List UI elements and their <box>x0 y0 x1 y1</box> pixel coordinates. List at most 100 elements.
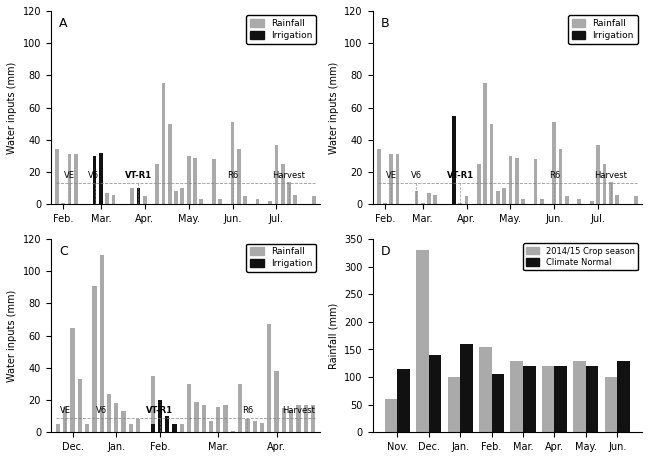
Bar <box>268 201 272 204</box>
Bar <box>78 379 82 432</box>
Bar <box>74 154 78 204</box>
Bar <box>55 150 59 204</box>
Bar <box>434 195 437 204</box>
Text: VE: VE <box>60 406 71 414</box>
Bar <box>552 122 556 204</box>
Bar <box>590 201 594 204</box>
Bar <box>282 408 286 432</box>
Bar <box>565 196 569 204</box>
Bar <box>93 156 97 204</box>
Bar <box>275 145 278 204</box>
Bar <box>573 360 586 432</box>
Bar <box>377 150 381 204</box>
Text: Harvest: Harvest <box>273 171 306 180</box>
Bar <box>260 423 264 432</box>
Bar <box>114 403 119 432</box>
Bar <box>143 196 147 204</box>
Bar <box>99 153 103 204</box>
Bar <box>243 196 247 204</box>
Bar <box>70 328 75 432</box>
Bar <box>602 164 606 204</box>
Bar <box>596 145 600 204</box>
Bar <box>267 325 271 432</box>
Bar <box>429 355 441 432</box>
Bar <box>452 116 456 204</box>
Text: R6: R6 <box>242 406 253 414</box>
Bar <box>93 191 97 204</box>
Bar <box>275 371 279 432</box>
Bar <box>605 377 617 432</box>
Bar <box>112 195 116 204</box>
Bar <box>168 123 172 204</box>
Y-axis label: Water inputs (mm): Water inputs (mm) <box>7 290 17 382</box>
Bar <box>385 399 397 432</box>
Text: VT-R1: VT-R1 <box>447 171 474 180</box>
Bar <box>105 193 109 204</box>
Bar <box>165 418 169 432</box>
Bar <box>173 424 177 432</box>
Bar <box>533 159 537 204</box>
Text: V6: V6 <box>411 171 422 180</box>
Bar <box>85 424 90 432</box>
Bar <box>212 159 215 204</box>
Bar <box>515 157 519 204</box>
Bar <box>180 188 184 204</box>
Bar <box>99 255 104 432</box>
Bar <box>540 199 544 204</box>
Bar <box>427 193 431 204</box>
Bar <box>155 164 159 204</box>
Text: Harvest: Harvest <box>282 406 315 414</box>
Bar <box>383 202 387 204</box>
Bar <box>509 156 512 204</box>
Bar <box>448 377 460 432</box>
Bar <box>63 407 67 432</box>
Legend: Rainfall, Irrigation: Rainfall, Irrigation <box>568 16 637 44</box>
Bar <box>416 250 429 432</box>
Bar <box>129 424 133 432</box>
Bar <box>67 154 71 204</box>
Bar <box>165 416 169 432</box>
Bar <box>634 196 638 204</box>
Text: V6|: V6| <box>88 171 102 180</box>
Bar <box>542 366 554 432</box>
Bar <box>311 405 315 432</box>
Legend: 2014/15 Crop season, Climate Normal: 2014/15 Crop season, Climate Normal <box>523 243 638 270</box>
Bar <box>465 196 469 204</box>
Bar <box>296 405 300 432</box>
Bar <box>136 202 140 204</box>
Text: Harvest: Harvest <box>594 171 627 180</box>
Bar <box>458 202 462 204</box>
Bar <box>173 424 177 432</box>
Text: R6: R6 <box>548 171 560 180</box>
Text: D: D <box>380 245 390 258</box>
Bar <box>490 123 493 204</box>
Bar <box>521 199 525 204</box>
Bar <box>158 416 162 432</box>
Text: B: B <box>380 17 389 30</box>
Y-axis label: Water inputs (mm): Water inputs (mm) <box>329 62 339 154</box>
Bar <box>287 182 291 204</box>
Bar <box>202 405 206 432</box>
Y-axis label: Water inputs (mm): Water inputs (mm) <box>7 62 17 154</box>
Bar <box>523 366 535 432</box>
Bar <box>180 424 184 432</box>
Bar <box>151 376 155 432</box>
Bar <box>578 199 582 204</box>
Bar <box>136 188 140 204</box>
Bar <box>237 150 241 204</box>
Bar <box>281 164 284 204</box>
Bar <box>496 191 500 204</box>
Text: VE: VE <box>64 171 75 180</box>
Bar <box>194 402 199 432</box>
Bar <box>121 411 126 432</box>
Bar <box>223 405 228 432</box>
Bar <box>609 182 613 204</box>
Y-axis label: Rainfall (mm): Rainfall (mm) <box>328 302 339 369</box>
Bar <box>554 366 567 432</box>
Bar <box>397 369 410 432</box>
Bar <box>389 154 393 204</box>
Bar <box>209 421 213 432</box>
Bar <box>491 375 504 432</box>
Bar <box>312 196 316 204</box>
Text: A: A <box>59 17 67 30</box>
